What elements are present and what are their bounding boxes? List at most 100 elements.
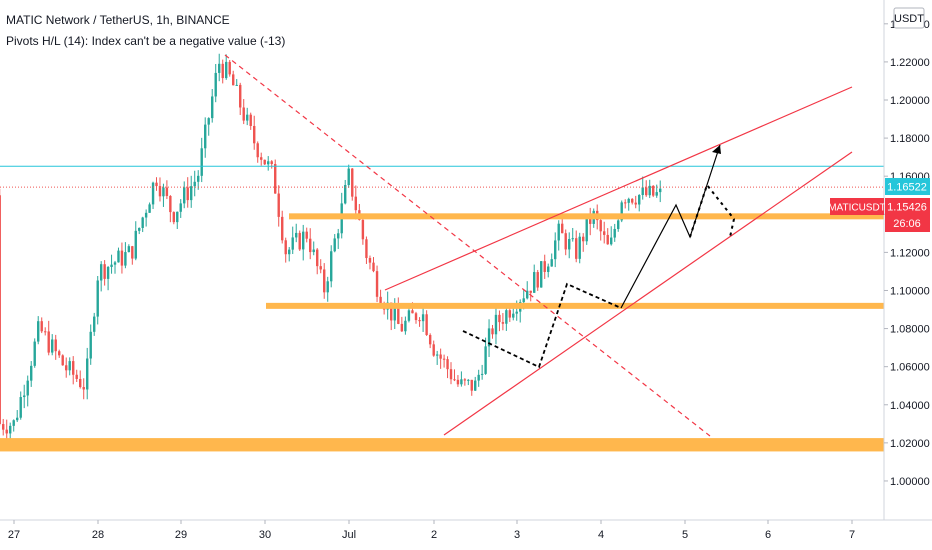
candle-body (165, 187, 169, 196)
support-zone[interactable] (0, 438, 884, 452)
legend-title[interactable]: MATIC Network / TetherUS, 1h, BINANCE (6, 13, 230, 27)
price-tick-label: 1.00000 (890, 476, 930, 488)
support-zone[interactable] (266, 302, 884, 309)
candle-body (501, 322, 505, 324)
candle-body (536, 272, 539, 288)
time-scale[interactable]: 27 28 29 30 Jul 2 3 4 5 6 7 (0, 519, 932, 550)
candle-body (211, 96, 214, 119)
candle-body (467, 379, 470, 381)
candle-body (51, 339, 54, 353)
candle-body (225, 61, 228, 79)
price-tick-label: 1.22000 (890, 57, 930, 69)
candle-body (44, 331, 47, 333)
candle-body (529, 290, 532, 293)
candle-body (494, 314, 498, 335)
time-tick-label: 28 (92, 529, 104, 541)
candle-body (144, 212, 148, 218)
candle-body (393, 307, 396, 321)
candle-body (379, 296, 382, 306)
candle-body (550, 259, 553, 267)
candle-body (407, 310, 411, 321)
time-tick-label: 30 (259, 529, 271, 541)
candle-body (207, 118, 210, 125)
candle-body (627, 198, 630, 203)
price-tick-label: 1.08000 (890, 324, 930, 336)
time-tick-label: 3 (514, 529, 520, 541)
candle-body (330, 251, 333, 282)
candle-body (484, 346, 487, 374)
candlestick-series (0, 53, 662, 443)
candle-body (23, 395, 26, 398)
channel-upper-line[interactable] (384, 86, 853, 291)
candle-body (606, 234, 609, 245)
candle-body (326, 281, 329, 293)
support-zone[interactable] (289, 213, 884, 220)
candle-body (323, 269, 326, 293)
countdown-text: 26:06 (893, 218, 921, 230)
hline-price-tag (885, 178, 930, 195)
candle-body (40, 321, 43, 332)
candle-body (26, 380, 29, 396)
candle-body (9, 425, 12, 434)
projection-path-past (462, 282, 622, 369)
candle-body (263, 159, 266, 165)
candle-body (561, 223, 564, 234)
candle-body (655, 192, 658, 196)
candle-body (284, 240, 287, 255)
candle-body (418, 320, 421, 322)
candle-body (232, 74, 235, 86)
candle-body (96, 280, 99, 317)
projection-arrow-head (712, 145, 721, 154)
candle-body (99, 264, 103, 281)
candle-body (151, 182, 155, 205)
price-tick-label: 1.18000 (890, 133, 930, 145)
candle-body (12, 420, 15, 426)
candle-body (474, 380, 477, 391)
candle-body (522, 298, 525, 303)
candle-body (480, 373, 484, 375)
legend-indicator[interactable]: Pivots H/L (14): Index can't be a negati… (6, 34, 286, 48)
support-zones (0, 213, 884, 452)
time-tick-label: 4 (598, 529, 604, 541)
candle-body (249, 114, 252, 126)
candle-body (61, 355, 64, 366)
candle-body (256, 143, 259, 158)
candle-body (575, 238, 578, 259)
currency-label[interactable]: USDT (894, 13, 924, 25)
candle-body (361, 219, 365, 240)
candle-body (557, 223, 560, 241)
candle-body (305, 231, 308, 239)
candle-body (641, 187, 644, 196)
candle-body (446, 359, 449, 370)
candle-body (302, 231, 305, 250)
candle-body (200, 148, 203, 176)
candle-body (449, 369, 453, 380)
candle-body (354, 196, 357, 211)
candle-body (5, 429, 8, 434)
trend-drawings (224, 54, 853, 437)
candle-body (515, 311, 518, 314)
candle-body (400, 323, 404, 332)
candle-body (124, 252, 127, 266)
candle-body (65, 365, 68, 371)
candle-body (568, 239, 571, 250)
channel-lower-line[interactable] (443, 151, 853, 436)
descending-trendline[interactable] (224, 54, 711, 437)
candle-body (291, 237, 294, 250)
candle-body (239, 84, 242, 108)
candle-body (127, 246, 131, 253)
price-tick-label: 1.04000 (890, 400, 930, 412)
price-scale[interactable]: 1.260001.240001.220001.200001.180001.160… (883, 0, 932, 520)
candle-body (659, 188, 662, 193)
candle-body (316, 249, 319, 267)
price-tick-label: 1.10000 (890, 285, 930, 297)
projection-alt-path (689, 182, 736, 238)
candle-body (134, 230, 137, 259)
candle-body (554, 240, 557, 260)
candle-body (526, 290, 529, 299)
candle-body (372, 262, 375, 272)
candle-body (214, 72, 217, 97)
candle-body (68, 361, 71, 371)
candle-body (103, 264, 106, 279)
